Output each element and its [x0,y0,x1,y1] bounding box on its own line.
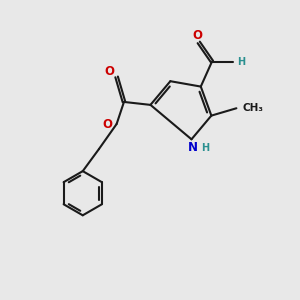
Text: CH₃: CH₃ [242,103,263,113]
Text: O: O [192,29,202,42]
Text: O: O [102,118,112,130]
Text: H: H [237,56,245,67]
Text: N: N [188,141,198,154]
Text: O: O [104,65,114,78]
Text: H: H [201,142,209,152]
